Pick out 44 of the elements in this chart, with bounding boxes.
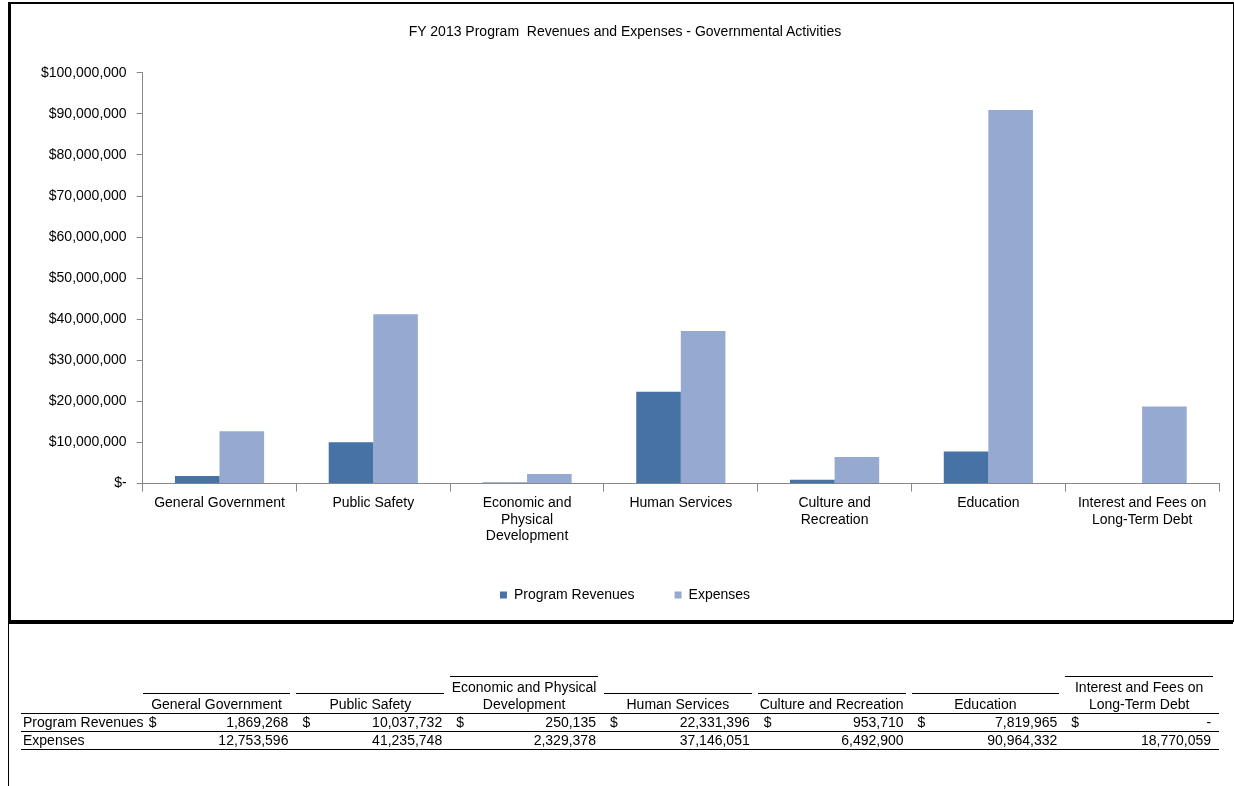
x-tick-label: Interest and Fees on Long-Term Debt	[1077, 493, 1207, 527]
text: $ 7,819,965	[917, 714, 1058, 730]
data-label: 2,329,378	[476, 731, 604, 750]
y-tick-label: $50,000,000	[48, 269, 127, 286]
y-tick-label: $30,000,000	[48, 351, 127, 368]
data-label: 37,146,051	[629, 731, 758, 750]
chart-title: FY 2013 Program Revenues and Expenses - Governmental Activities	[408, 23, 842, 40]
category-label: Culture and Recreation	[759, 696, 904, 712]
text: Program Revenues	[23, 714, 144, 730]
y-tick-label: $40,000,000	[48, 310, 127, 327]
category-label: Human Services	[626, 696, 730, 712]
x-tick-label: Public Safety	[332, 493, 415, 510]
text: $ 953,710	[763, 714, 904, 730]
data-label: 18,770,059	[1091, 731, 1220, 750]
text: $ -	[1071, 714, 1212, 730]
category-label: Education	[954, 696, 1017, 712]
category-label: Interest and Fees on Long-Term Debt	[1074, 679, 1204, 712]
y-tick-label: $90,000,000	[48, 104, 127, 121]
y-tick-label: $60,000,000	[48, 227, 127, 244]
category-label: Public Safety	[329, 696, 412, 712]
y-tick-label: $-	[114, 474, 127, 491]
y-tick-label: $20,000,000	[48, 392, 127, 409]
y-tick-label: $80,000,000	[48, 145, 127, 162]
data-label: 12,753,596	[168, 731, 297, 750]
text: Expenses	[23, 732, 85, 748]
x-tick-label: General Government	[154, 493, 285, 510]
text: $ 250,135	[456, 714, 596, 730]
data-label: 6,492,900	[783, 731, 912, 750]
x-tick-label: Education	[957, 493, 1020, 510]
legend-label: Expenses	[688, 585, 751, 602]
data-label: 90,964,332	[937, 731, 1066, 750]
y-tick-label: $100,000,000	[41, 63, 127, 80]
y-tick-label: $10,000,000	[48, 433, 127, 450]
x-tick-label: Human Services	[629, 493, 733, 510]
text: $ 1,869,268	[148, 714, 289, 730]
category-label: General Government	[151, 696, 282, 712]
x-tick-label: Culture and Recreation	[798, 493, 871, 527]
data-label: 41,235,748	[322, 731, 451, 750]
text: $ 10,037,732	[302, 714, 443, 730]
legend-label: Program Revenues	[513, 585, 635, 602]
category-label: Economic and Physical Development	[451, 679, 597, 712]
y-tick-label: $70,000,000	[48, 186, 127, 203]
x-tick-label: Economic and Physical Development	[482, 493, 572, 544]
text: $ 22,331,396	[609, 714, 750, 730]
